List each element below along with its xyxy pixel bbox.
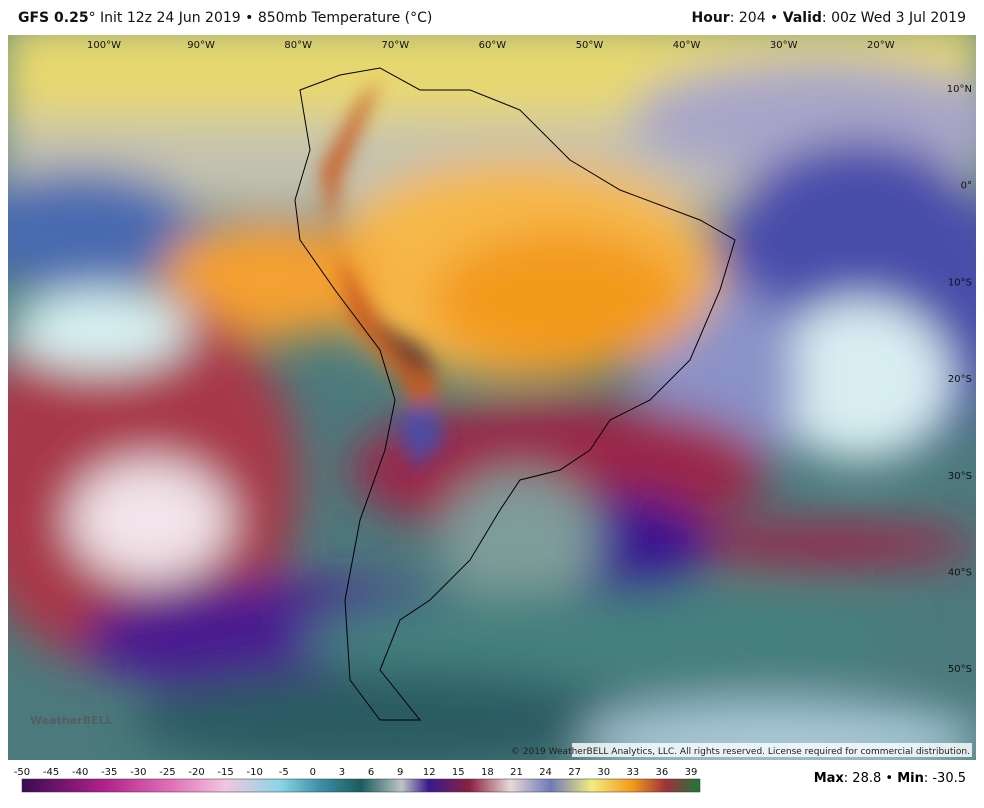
latitude-label: 0° (961, 181, 972, 192)
header: GFS 0.25° Init 12z 24 Jun 2019 • 850mb T… (18, 10, 966, 32)
latitude-label: 40°S (948, 568, 972, 579)
colorbar-tick-label: -25 (159, 767, 175, 778)
min-label: Min (897, 771, 924, 786)
title-text: ° Init 12z 24 Jun 2019 • 850mb Temperatu… (88, 10, 433, 26)
longitude-label: 60°W (479, 40, 507, 51)
copyright: © 2019 WeatherBELL Analytics, LLC. All r… (511, 747, 970, 757)
colorbar-tick-label: -10 (247, 767, 263, 778)
colorbar-tick-label: -30 (130, 767, 146, 778)
colorbar-tick-label: 24 (539, 767, 552, 778)
colorbar-tick-label: 39 (685, 767, 698, 778)
colorbar-tick-label: -45 (43, 767, 59, 778)
colorbar-tick-label: 21 (510, 767, 523, 778)
longitude-label: 30°W (770, 40, 798, 51)
valid-label: Valid (782, 10, 822, 26)
colorbar (21, 778, 701, 793)
copyright-box (572, 743, 972, 757)
colorbar-tick-label: -5 (279, 767, 289, 778)
colorbar-tick-label: -40 (72, 767, 88, 778)
colorbar-tick-label: 6 (368, 767, 374, 778)
colorbar-tick-label: -20 (188, 767, 204, 778)
colorbar-tick-label: -50 (14, 767, 30, 778)
colorbar-tick-label: -15 (217, 767, 233, 778)
colorbar-tick-label: 33 (626, 767, 639, 778)
valid: : 00z Wed 3 Jul 2019 (821, 10, 966, 26)
coastline (294, 67, 736, 721)
colorbar-tick-label: 36 (656, 767, 669, 778)
max: : 28.8 • (843, 771, 898, 786)
colorbar-tick-label: 30 (597, 767, 610, 778)
longitude-label: 20°W (867, 40, 895, 51)
title: GFS 0.25° Init 12z 24 Jun 2019 • 850mb T… (18, 10, 432, 26)
colorbar-tick-label: 27 (568, 767, 581, 778)
colorbar-tick-label: 0 (310, 767, 316, 778)
longitude-label: 50°W (576, 40, 604, 51)
longitude-label: 80°W (284, 40, 312, 51)
colorbar-tick-label: -35 (101, 767, 117, 778)
latitude-label: 10°S (948, 277, 972, 288)
latitude-label: 20°S (948, 374, 972, 385)
longitude-label: 70°W (381, 40, 409, 51)
hour-label: Hour (691, 10, 730, 26)
longitude-label: 100°W (87, 40, 121, 51)
graticule-labels: 100°W 90°W 80°W 70°W 60°W 50°W 40°W 30°W 20°W 10°… (87, 40, 972, 675)
colorbar-tick-label: 3 (339, 767, 345, 778)
colorbar-tick-label: 12 (423, 767, 436, 778)
longitude-label: 90°W (187, 40, 215, 51)
valid-time: Hour: 204 • Valid: 00z Wed 3 Jul 2019 (692, 10, 967, 26)
longitude-label: 40°W (673, 40, 701, 51)
colorbar-tick-label: 9 (397, 767, 403, 778)
colorbar-tick-label: 18 (481, 767, 494, 778)
hour: : 204 • (729, 10, 783, 26)
latitude-label: 50°S (948, 664, 972, 675)
min: : -30.5 (923, 771, 966, 786)
model: GFS 0.25 (18, 10, 89, 26)
logo: WeatherBELL (30, 714, 113, 727)
colorbar-labels: -50 -45 -40 -35 -30 -25 -20 -15 -10 -5 0 3 6 9 12 15 18 2… (14, 767, 698, 778)
colorbar-tick-label: 15 (452, 767, 465, 778)
max-label: Max (813, 771, 844, 786)
extremes: Max: 28.8 • Min: -30.5 (814, 771, 966, 786)
latitude-label: 10°N (947, 84, 972, 95)
temperature-field (8, 35, 976, 760)
latitude-label: 30°S (948, 471, 972, 482)
